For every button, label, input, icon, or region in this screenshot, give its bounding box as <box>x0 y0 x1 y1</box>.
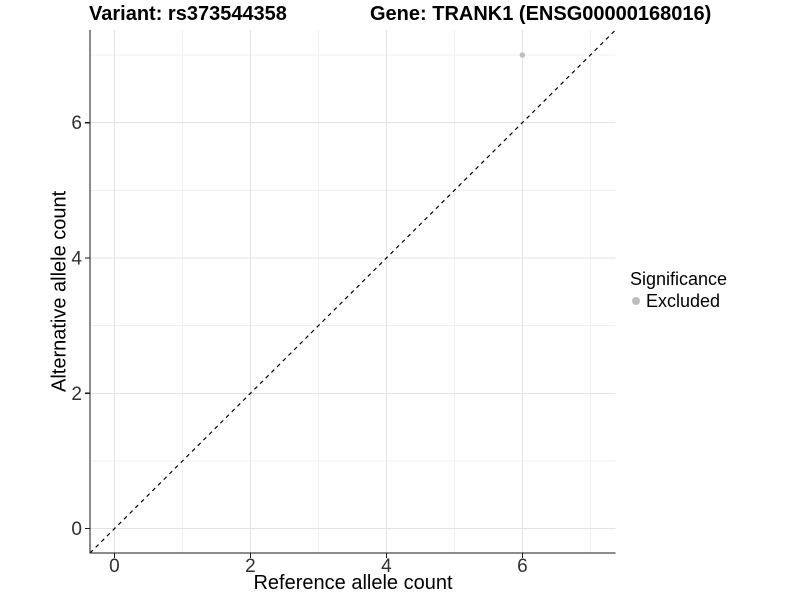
svg-text:4: 4 <box>71 249 82 270</box>
svg-text:6: 6 <box>71 113 82 134</box>
legend: Significance Excluded <box>630 268 727 312</box>
legend-item-label: Excluded <box>646 290 721 311</box>
svg-text:0: 0 <box>109 556 120 577</box>
variant-title: Variant: rs373544358 <box>89 3 287 25</box>
legend-item-excluded: Excluded <box>630 290 727 312</box>
y-axis-title: Alternative allele count <box>48 190 71 393</box>
svg-text:4: 4 <box>381 556 392 577</box>
svg-text:2: 2 <box>71 384 82 405</box>
excluded-dot-icon <box>632 297 640 305</box>
svg-text:0: 0 <box>71 519 82 540</box>
gene-title: Gene: TRANK1 (ENSG00000168016) <box>370 3 712 25</box>
svg-text:2: 2 <box>245 556 256 577</box>
legend-title: Significance <box>630 269 728 289</box>
x-axis-title: Reference allele count <box>253 572 453 594</box>
svg-text:6: 6 <box>517 556 528 577</box>
